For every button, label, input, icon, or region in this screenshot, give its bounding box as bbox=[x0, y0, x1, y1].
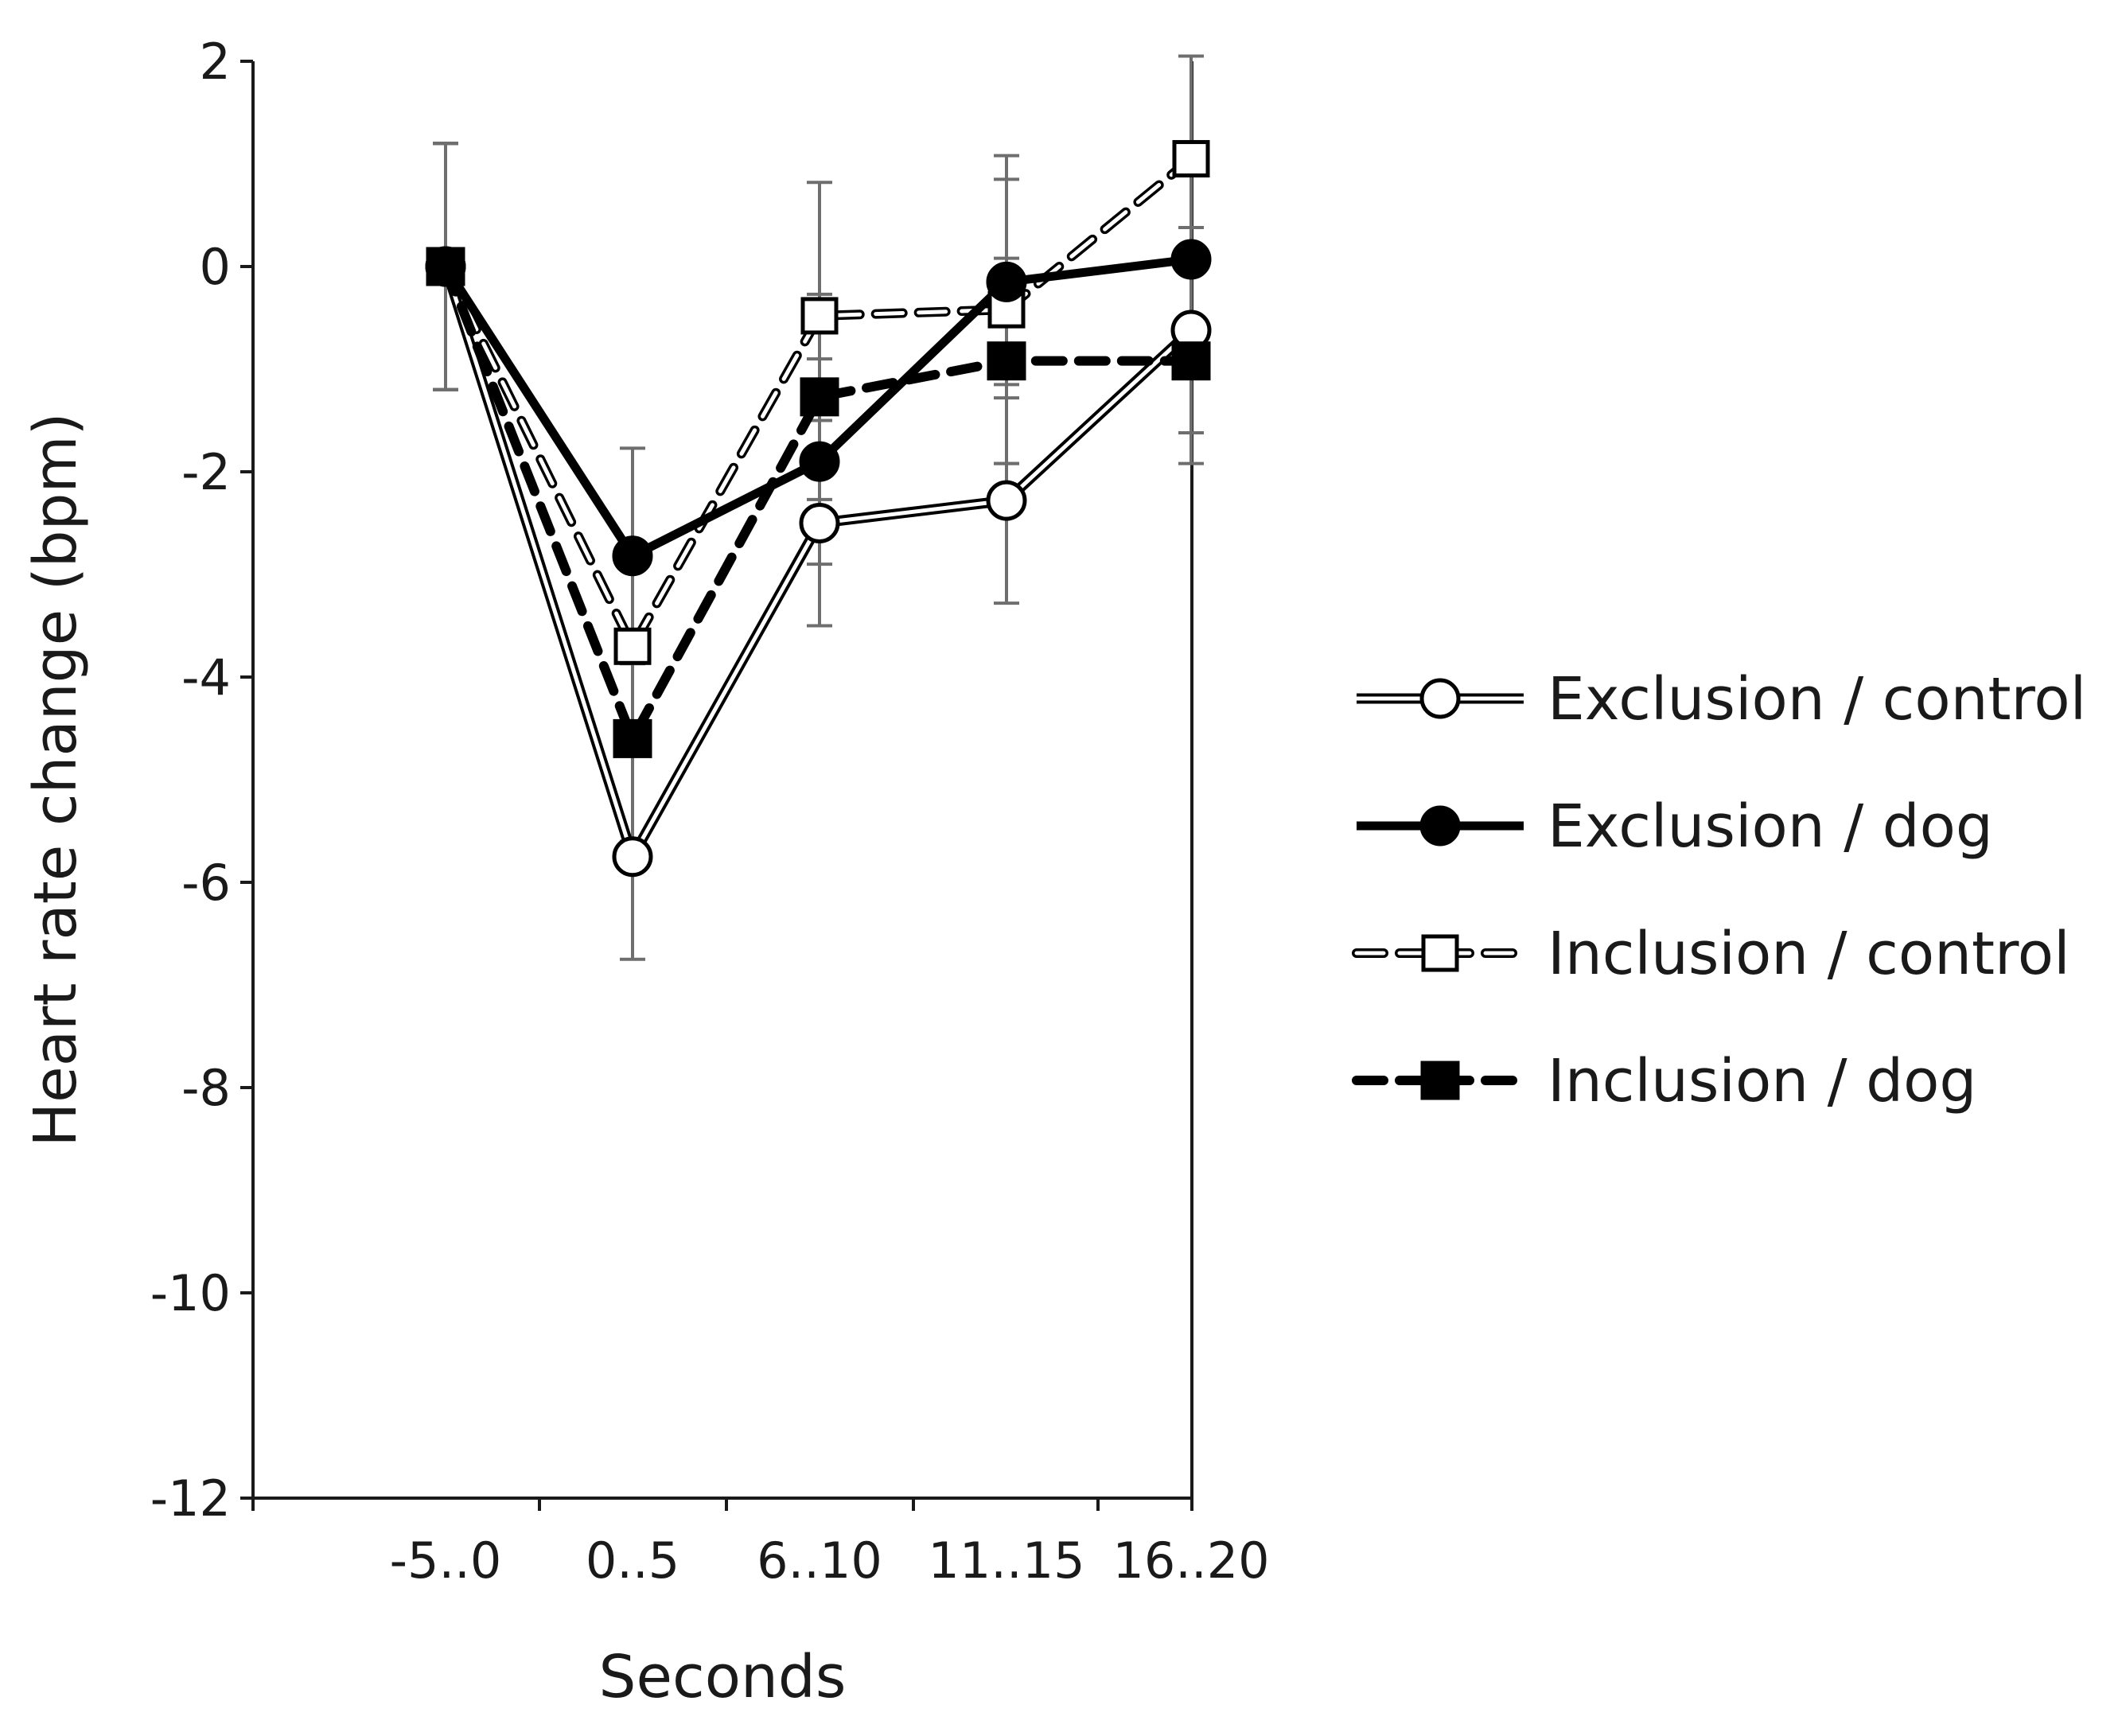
data-point bbox=[425, 246, 466, 287]
y-ticks: 2 0 -2 -4 -6 -8 -10 -12 bbox=[150, 33, 253, 1528]
data-point bbox=[799, 441, 840, 482]
data-point bbox=[613, 718, 652, 758]
data-point bbox=[612, 836, 653, 878]
legend-marker bbox=[1421, 934, 1459, 972]
data-point bbox=[799, 503, 840, 543]
y-tick-label: -12 bbox=[150, 1469, 231, 1528]
data-point bbox=[612, 535, 653, 577]
legend-label: Inclusion / control bbox=[1548, 920, 2070, 988]
y-axis-title: Heart rate change (bpm) bbox=[21, 413, 90, 1147]
series-markers bbox=[425, 140, 1212, 878]
legend-marker bbox=[1419, 805, 1461, 847]
y-tick-label: -4 bbox=[181, 648, 231, 706]
legend-marker bbox=[1420, 1061, 1460, 1100]
x-tick-label: 6..10 bbox=[757, 1532, 882, 1590]
x-tick-label: 11..15 bbox=[928, 1532, 1084, 1590]
x-tick-label: 16..20 bbox=[1112, 1532, 1269, 1590]
data-point bbox=[800, 297, 839, 335]
y-tick-label: -8 bbox=[181, 1059, 231, 1117]
y-tick-label: -10 bbox=[150, 1264, 231, 1322]
legend: Exclusion / control Exclusion / dog Inclus… bbox=[1352, 665, 2086, 1115]
data-point bbox=[986, 480, 1027, 521]
data-point bbox=[1170, 239, 1212, 280]
data-point bbox=[1172, 140, 1210, 178]
data-point bbox=[800, 377, 839, 417]
y-tick-label: 2 bbox=[200, 33, 231, 91]
data-point bbox=[1171, 341, 1211, 381]
series-line-inner bbox=[443, 157, 1193, 651]
legend-label: Exclusion / dog bbox=[1548, 792, 1993, 861]
legend-label: Exclusion / control bbox=[1548, 665, 2086, 734]
data-point bbox=[987, 341, 1026, 381]
y-tick-label: 0 bbox=[200, 238, 231, 296]
x-ticks: -5..0 0..5 6..10 11..15 16..20 bbox=[251, 1498, 1270, 1590]
legend-marker bbox=[1419, 678, 1461, 719]
x-tick-label: -5..0 bbox=[390, 1532, 502, 1590]
data-point bbox=[986, 261, 1027, 302]
y-tick-label: -2 bbox=[181, 443, 231, 501]
y-tick-label: -6 bbox=[181, 854, 231, 912]
x-axis-title: Seconds bbox=[599, 1643, 847, 1711]
legend-label: Inclusion / dog bbox=[1548, 1047, 1976, 1115]
x-tick-label: 0..5 bbox=[586, 1532, 679, 1590]
data-point bbox=[613, 627, 652, 665]
